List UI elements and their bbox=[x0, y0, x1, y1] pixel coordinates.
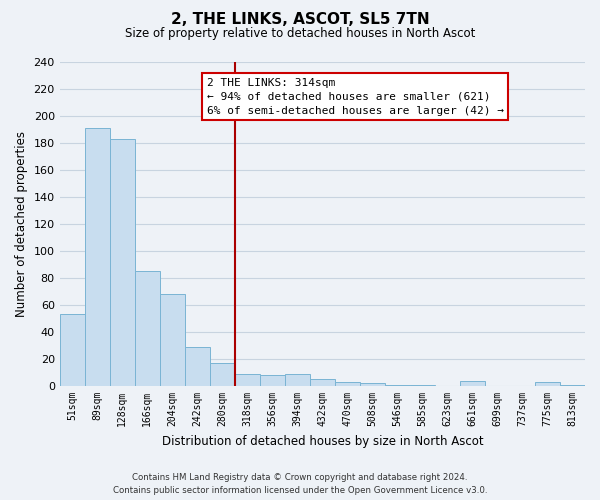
Bar bbox=[285, 374, 310, 386]
Bar bbox=[160, 294, 185, 386]
Bar bbox=[235, 374, 260, 386]
Text: Contains HM Land Registry data © Crown copyright and database right 2024.
Contai: Contains HM Land Registry data © Crown c… bbox=[113, 474, 487, 495]
Text: Size of property relative to detached houses in North Ascot: Size of property relative to detached ho… bbox=[125, 28, 475, 40]
Bar bbox=[310, 380, 335, 386]
Text: 2 THE LINKS: 314sqm
← 94% of detached houses are smaller (621)
6% of semi-detach: 2 THE LINKS: 314sqm ← 94% of detached ho… bbox=[207, 78, 504, 116]
Bar bbox=[360, 384, 385, 386]
Bar bbox=[110, 138, 135, 386]
Bar bbox=[385, 384, 410, 386]
Bar bbox=[210, 363, 235, 386]
Y-axis label: Number of detached properties: Number of detached properties bbox=[15, 131, 28, 317]
Bar bbox=[460, 380, 485, 386]
Bar bbox=[59, 314, 85, 386]
Bar bbox=[335, 382, 360, 386]
Bar bbox=[85, 128, 110, 386]
X-axis label: Distribution of detached houses by size in North Ascot: Distribution of detached houses by size … bbox=[161, 434, 483, 448]
Bar bbox=[135, 271, 160, 386]
Bar bbox=[535, 382, 560, 386]
Bar bbox=[260, 375, 285, 386]
Bar bbox=[410, 384, 435, 386]
Bar bbox=[185, 347, 210, 386]
Text: 2, THE LINKS, ASCOT, SL5 7TN: 2, THE LINKS, ASCOT, SL5 7TN bbox=[170, 12, 430, 28]
Bar bbox=[560, 384, 585, 386]
